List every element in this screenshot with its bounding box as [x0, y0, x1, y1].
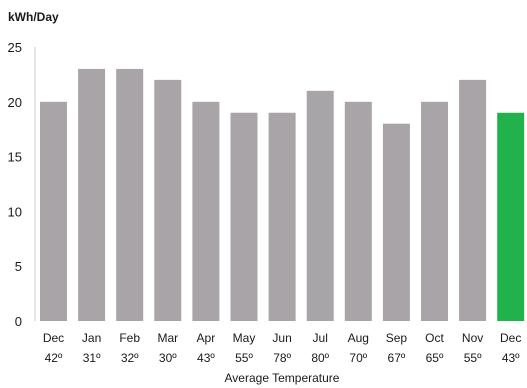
y-tick-label: 25	[8, 40, 22, 55]
x-tick-label: Nov	[462, 331, 483, 345]
temperature-label: 31º	[83, 351, 101, 365]
x-axis-label: Average Temperature	[225, 371, 340, 385]
bar	[421, 101, 448, 321]
temperature-label: 42º	[45, 351, 63, 365]
temperature-label: 32º	[121, 351, 139, 365]
x-axis: Dec 42º Jan 31º Feb 32º Mar 30º Apr 43º May 55º Jun 7…	[43, 331, 522, 365]
x-tick-label: Jan	[82, 331, 101, 345]
temperature-label: 80º	[311, 351, 329, 365]
bar	[382, 123, 410, 321]
bar	[192, 101, 220, 321]
y-tick-label: 5	[15, 259, 22, 274]
temperature-label: 67º	[388, 351, 406, 365]
temperature-label: 78º	[273, 351, 291, 365]
bar	[116, 68, 144, 321]
bar	[459, 79, 487, 321]
temperature-label: 65º	[426, 351, 444, 365]
y-tick-label: 10	[8, 204, 22, 219]
x-tick-label: Aug	[348, 331, 369, 345]
x-tick-label: Feb	[119, 331, 140, 345]
temperature-label: 55º	[464, 351, 482, 365]
bar	[154, 79, 182, 321]
temperature-label: 43º	[502, 351, 520, 365]
y-tick-label: 20	[8, 95, 22, 110]
x-tick-label: May	[233, 331, 256, 345]
x-tick-label: Apr	[197, 331, 216, 345]
bar	[344, 101, 372, 321]
x-tick-label: Sep	[386, 331, 408, 345]
temperature-label: 30º	[159, 351, 177, 365]
bar	[78, 68, 106, 321]
x-tick-label: Mar	[157, 331, 178, 345]
x-tick-label: Jun	[272, 331, 291, 345]
y-axis-label: kWh/Day	[8, 10, 59, 24]
bar	[497, 112, 525, 321]
bar	[306, 90, 334, 321]
bar	[230, 112, 258, 321]
x-tick-label: Dec	[43, 331, 64, 345]
y-tick-label: 0	[15, 314, 22, 329]
y-tick-label: 15	[8, 150, 22, 165]
temperature-label: 70º	[349, 351, 367, 365]
x-tick-label: Oct	[425, 331, 444, 345]
x-tick-label: Dec	[500, 331, 521, 345]
bar	[268, 112, 296, 321]
y-axis: 0 5 10 15 20 25	[8, 40, 22, 329]
temperature-label: 55º	[235, 351, 253, 365]
bars	[40, 68, 525, 321]
bar	[40, 101, 67, 321]
x-tick-label: Jul	[313, 331, 328, 345]
temperature-label: 43º	[197, 351, 215, 365]
